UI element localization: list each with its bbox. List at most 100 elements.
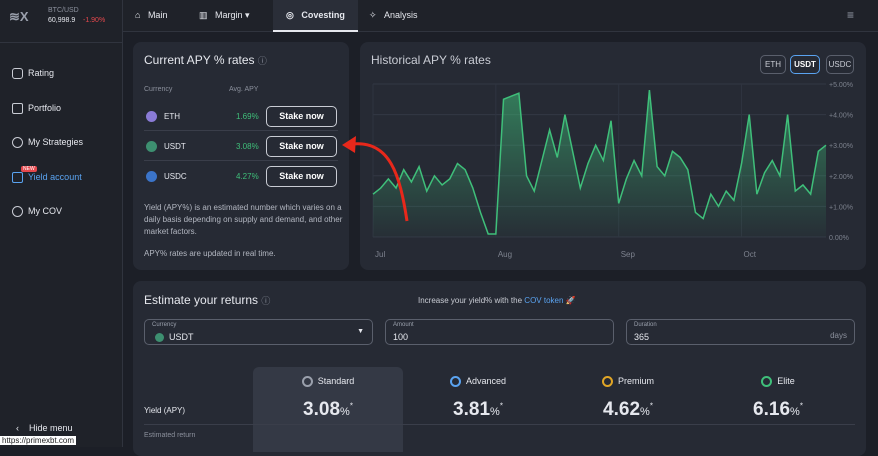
row-divider bbox=[144, 160, 338, 161]
plan-yield: 6.16%* bbox=[703, 399, 853, 421]
title: Estimate your returns bbox=[144, 293, 259, 307]
stake-button[interactable]: Stake now bbox=[266, 136, 337, 157]
promo-link[interactable]: COV token bbox=[524, 296, 564, 305]
yield-value: 6.16 bbox=[753, 399, 791, 420]
sidebar bbox=[0, 0, 123, 447]
yield-value: 3.08 bbox=[303, 399, 341, 420]
plan-icon bbox=[301, 376, 313, 388]
row-label: Estimated return bbox=[144, 432, 196, 439]
yield-mark: * bbox=[799, 401, 803, 411]
caret: ▼ bbox=[357, 328, 364, 335]
label: Yield account bbox=[28, 172, 82, 182]
currency-field[interactable]: Currency USDT ▼ bbox=[144, 319, 373, 345]
rating-link[interactable]: Rating bbox=[12, 68, 55, 80]
yield-unit: % bbox=[340, 406, 350, 418]
plan-yield: 3.08%* bbox=[253, 399, 403, 421]
yield-unit: % bbox=[640, 406, 650, 418]
yield-link[interactable]: Yield account bbox=[12, 172, 82, 184]
label: Rating bbox=[28, 68, 55, 78]
y-tick-label: +3.00% bbox=[829, 143, 853, 150]
currency-icon bbox=[146, 171, 157, 182]
x-tick-label: Aug bbox=[498, 250, 512, 259]
value: USDT bbox=[169, 332, 194, 342]
status-url: https://primexbt.com bbox=[0, 436, 77, 445]
label: Main bbox=[147, 10, 168, 20]
arrow bbox=[351, 142, 409, 222]
currency-tab[interactable]: USDT bbox=[790, 55, 820, 74]
plan-header: Elite bbox=[703, 376, 853, 388]
currency-tab[interactable]: ETH bbox=[760, 55, 786, 74]
title: Current APY % rates bbox=[144, 53, 255, 67]
label: Hide menu bbox=[29, 423, 73, 433]
label: Portfolio bbox=[28, 103, 62, 113]
apy: 4.27% bbox=[236, 172, 259, 181]
nav-analysis[interactable]: ✧ Analysis bbox=[369, 10, 418, 20]
x-tick-label: Jul bbox=[375, 250, 385, 259]
strategies-link[interactable]: My Strategies bbox=[12, 137, 83, 149]
x-tick-label: Oct bbox=[744, 250, 757, 259]
field-value: 100 bbox=[393, 332, 409, 342]
field-label: Duration bbox=[634, 322, 657, 328]
y-tick-label: +2.00% bbox=[829, 174, 853, 181]
line bbox=[372, 90, 827, 235]
field-label: Currency bbox=[152, 322, 177, 328]
stake-button[interactable]: Stake now bbox=[266, 166, 337, 187]
amount-field[interactable]: Amount 100 bbox=[385, 319, 614, 345]
plan-header: Standard bbox=[253, 376, 403, 388]
promo-text: Increase your yield% with the bbox=[418, 296, 523, 305]
apy: 3.08% bbox=[236, 142, 259, 151]
note: Yield (APY%) is an estimated number whic… bbox=[144, 203, 343, 236]
yield-unit: % bbox=[790, 406, 800, 418]
plan-name: Premium bbox=[617, 376, 654, 386]
yield-value: 3.81 bbox=[453, 399, 491, 420]
currency-icon bbox=[146, 111, 157, 122]
currency-tab[interactable]: USDC bbox=[826, 55, 854, 74]
yield-mark: * bbox=[349, 401, 353, 411]
label: Covesting bbox=[301, 10, 345, 20]
yield-unit: % bbox=[490, 406, 500, 418]
y-tick-label: +1.00% bbox=[829, 204, 853, 211]
currency: USDT bbox=[164, 142, 186, 151]
price: 60,998.9 bbox=[48, 17, 76, 24]
hide-menu[interactable]: ‹ Hide menu bbox=[16, 423, 73, 433]
yield-mark: * bbox=[499, 401, 503, 411]
yield-mark: * bbox=[649, 401, 653, 411]
label: Analysis bbox=[384, 10, 418, 20]
plan-icon bbox=[761, 376, 773, 388]
yield-value: 4.62 bbox=[603, 399, 641, 420]
stake-button[interactable]: Stake now bbox=[266, 106, 337, 127]
menu-button[interactable]: ≡ bbox=[847, 8, 855, 22]
badge: NEW bbox=[21, 166, 37, 172]
y-tick-label: +5.00% bbox=[829, 82, 853, 89]
nav-covesting[interactable]: ◎ Covesting bbox=[286, 10, 345, 20]
divider bbox=[0, 42, 123, 43]
pair: BTC/USD bbox=[48, 7, 79, 14]
plan-header: Advanced bbox=[403, 376, 553, 388]
highlight bbox=[253, 367, 403, 452]
field-label: Amount bbox=[393, 322, 414, 328]
plan-yield: 4.62%* bbox=[553, 399, 703, 421]
cov-link[interactable]: My COV bbox=[12, 206, 62, 218]
duration-field[interactable]: Duration 365 days bbox=[626, 319, 855, 345]
divider bbox=[144, 424, 855, 425]
nav-main[interactable]: ⌂ Main bbox=[135, 10, 168, 20]
currency: ETH bbox=[164, 112, 180, 121]
header: Avg. APY bbox=[229, 86, 259, 93]
chart: 0.00% +1.00% +2.00% +3.00% +4.00% +5.00% Jul Au… bbox=[372, 82, 853, 259]
topbar bbox=[123, 0, 878, 32]
promo: Increase your yield% with the COV token … bbox=[418, 296, 576, 305]
unit: days bbox=[830, 331, 847, 340]
x-tick-label: Sep bbox=[621, 250, 636, 259]
label: Margin bbox=[215, 10, 243, 20]
currency-icon bbox=[146, 141, 157, 152]
panel-title: Current APY % rates ⓘ bbox=[144, 53, 267, 67]
plan-icon bbox=[449, 376, 461, 388]
nav-margin[interactable]: ▥ Margin ▾ bbox=[199, 10, 250, 20]
portfolio-link[interactable]: Portfolio bbox=[12, 103, 62, 115]
change: -1.90% bbox=[83, 17, 106, 24]
active-tab-bg bbox=[273, 0, 358, 32]
apy: 1.69% bbox=[236, 112, 259, 121]
arrow-head bbox=[342, 136, 356, 153]
plan-name: Standard bbox=[317, 376, 355, 386]
